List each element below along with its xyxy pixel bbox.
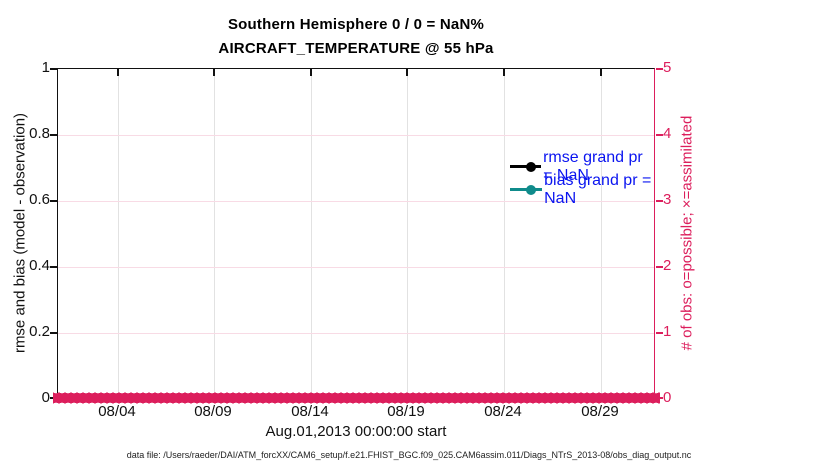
x-tick-label: 08/14 <box>291 403 329 420</box>
legend-item-rmse: rmse grand pr = NaN <box>510 149 654 184</box>
right-axis-tick <box>656 68 663 70</box>
legend-label-bias: bias grand pr = NaN <box>544 171 652 207</box>
x-tick-label: 08/29 <box>581 403 619 420</box>
h-gridline <box>58 135 654 136</box>
right-y-tick-label: 0 <box>663 389 672 406</box>
right-axis-tick <box>656 200 663 202</box>
left-axis-tick <box>50 134 57 136</box>
top-axis-tick <box>503 69 505 76</box>
left-axis-tick <box>50 68 57 70</box>
x-tick-label: 08/04 <box>98 403 136 420</box>
left-y-tick-label: 0.6 <box>29 191 50 208</box>
left-y-axis-label: rmse and bias (model - observation) <box>11 112 29 354</box>
top-axis-tick <box>117 69 119 76</box>
top-axis-tick <box>213 69 215 76</box>
left-y-tick-label: 0.8 <box>29 125 50 142</box>
x-tick-label: 08/19 <box>387 403 425 420</box>
x-tick-label: 08/24 <box>484 403 522 420</box>
rmse-marker-icon <box>526 161 536 172</box>
top-axis-tick <box>406 69 408 76</box>
data-file-path: data file: /Users/raeder/DAI/ATM_forcXX/… <box>126 450 692 460</box>
legend-label-rmse: rmse grand pr = NaN <box>543 148 643 184</box>
right-y-tick-label: 2 <box>663 257 672 274</box>
top-axis-tick <box>600 69 602 76</box>
right-y-tick-label: 4 <box>663 125 672 142</box>
left-y-tick-label: 0 <box>41 389 50 406</box>
right-y-tick-label: 3 <box>663 191 672 208</box>
right-y-tick-label: 5 <box>663 59 672 76</box>
right-y-tick-label: 1 <box>663 323 672 340</box>
right-y-axis-label: # of obs: o=possible; ×=assimilated <box>678 115 696 351</box>
right-axis-tick <box>656 332 663 334</box>
x-tick-label: 08/09 <box>194 403 232 420</box>
rmse-line-sample <box>510 161 542 172</box>
x-axis-label: Aug.01,2013 00:00:00 start <box>265 423 447 440</box>
left-y-tick-label: 0.2 <box>29 323 50 340</box>
left-y-tick-label: 0.4 <box>29 257 50 274</box>
left-axis-tick <box>50 266 57 268</box>
plot-area: rmse grand pr = NaN bias grand pr = NaN <box>50 68 663 399</box>
h-gridline <box>58 201 654 202</box>
v-gridline <box>504 69 505 397</box>
bias-marker-icon <box>526 184 536 195</box>
right-axis-tick <box>656 134 663 136</box>
v-gridline <box>407 69 408 397</box>
v-gridline <box>118 69 119 397</box>
right-axis-tick <box>656 266 663 268</box>
left-y-tick-label: 1 <box>41 59 50 76</box>
figure-title-line1: Southern Hemisphere 0 / 0 = NaN% <box>227 16 485 33</box>
v-gridline <box>214 69 215 397</box>
legend-item-bias: bias grand pr = NaN <box>510 172 654 207</box>
left-axis-tick <box>50 332 57 334</box>
obs-count-zero-marker-band <box>53 392 660 404</box>
h-gridline <box>58 333 654 334</box>
h-gridline <box>58 267 654 268</box>
bias-line-sample <box>510 184 543 195</box>
top-axis-tick <box>310 69 312 76</box>
figure-title-line2: AIRCRAFT_TEMPERATURE @ 55 hPa <box>218 40 494 57</box>
left-axis-tick <box>50 200 57 202</box>
legend: rmse grand pr = NaN bias grand pr = NaN <box>510 149 654 207</box>
v-gridline <box>311 69 312 397</box>
v-gridline <box>601 69 602 397</box>
